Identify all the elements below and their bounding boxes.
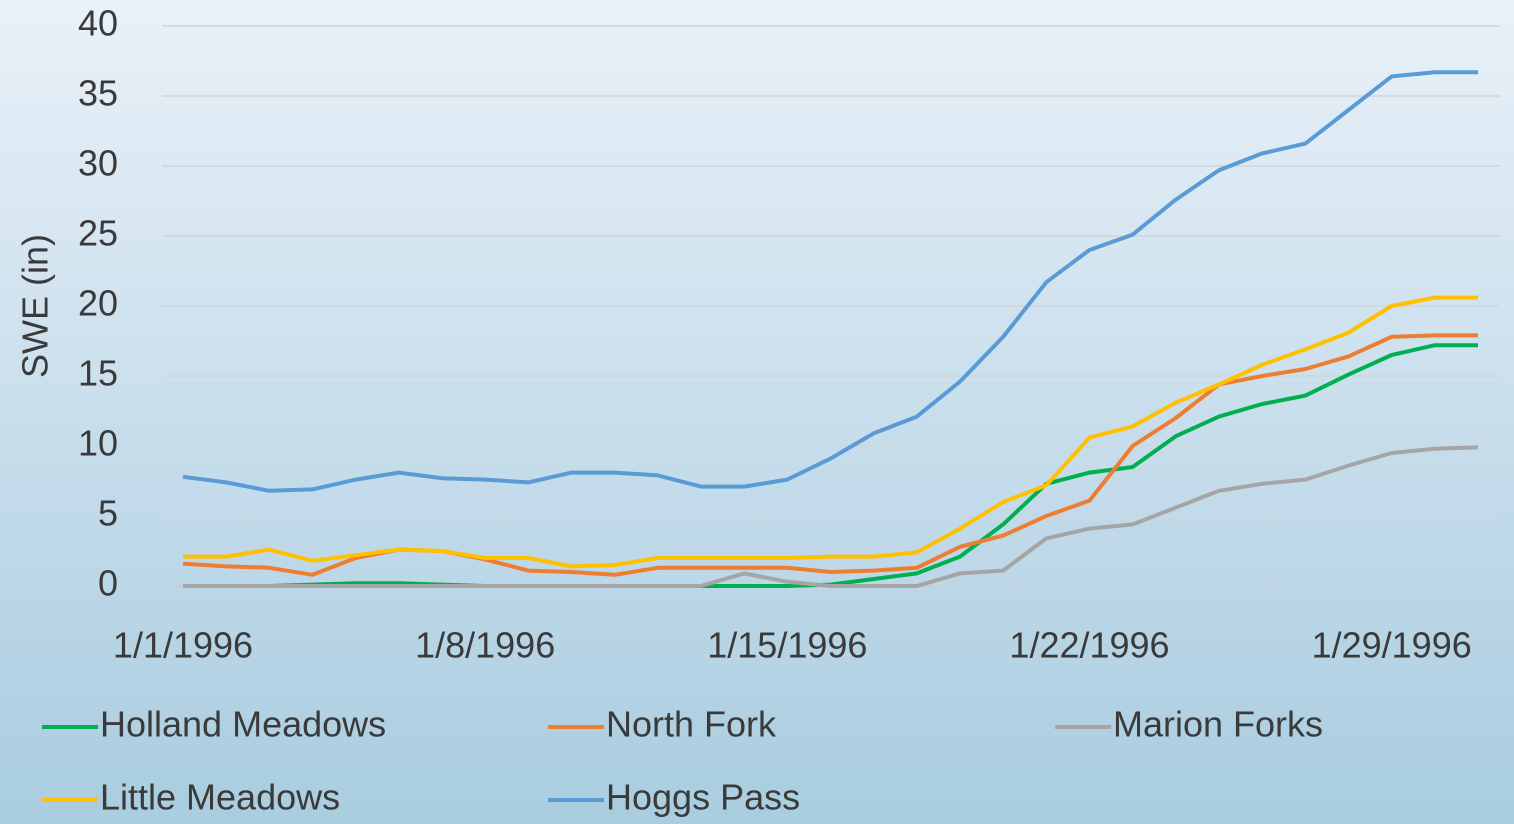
y-tick-label: 30 [78,143,118,184]
y-tick-label: 25 [78,213,118,254]
x-tick-label: 1/15/1996 [707,625,867,666]
y-tick-label: 0 [98,563,118,604]
legend-label: Marion Forks [1113,704,1323,745]
x-tick-label: 1/8/1996 [415,625,555,666]
series-line [183,295,1478,569]
y-tick-label: 35 [78,73,118,114]
x-tick-label: 1/1/1996 [113,625,253,666]
y-tick-label: 15 [78,353,118,394]
series-line [182,70,1478,493]
x-tick-label: 1/22/1996 [1009,625,1169,666]
y-axis-label: SWE (in) [15,234,56,378]
legend-label: Little Meadows [100,777,340,818]
y-tick-label: 20 [78,283,118,324]
y-tick-label: 5 [98,493,118,534]
y-tick-label: 10 [78,423,118,464]
legend-label: Holland Meadows [100,704,386,745]
x-tick-label: 1/29/1996 [1312,625,1472,666]
y-tick-label: 40 [78,3,118,44]
legend-label: North Fork [606,704,777,745]
legend-label: Hoggs Pass [606,777,800,818]
series-line [183,445,1479,588]
